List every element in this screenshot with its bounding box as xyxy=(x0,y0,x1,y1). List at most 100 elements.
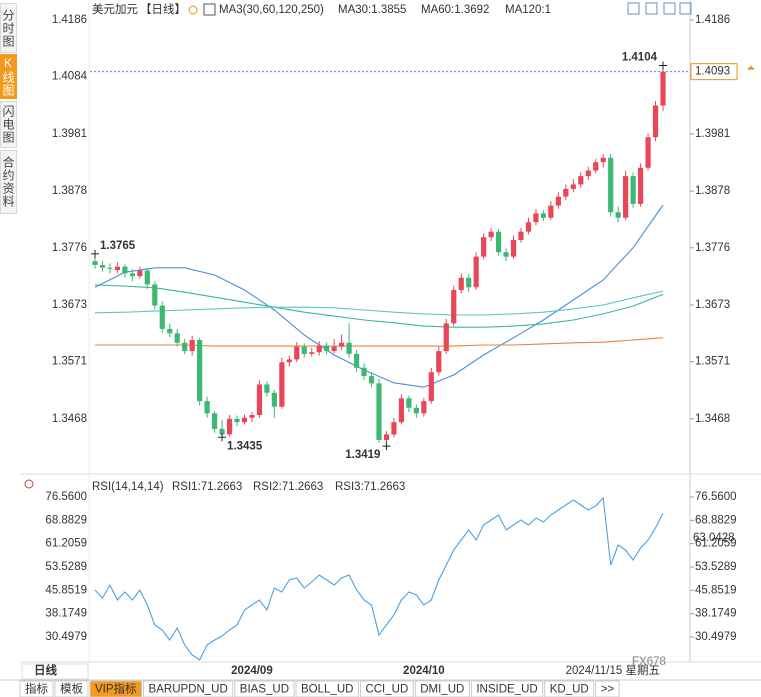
rsi-line xyxy=(94,496,664,661)
toolbar-icon xyxy=(679,2,692,15)
bottom-tab-label[interactable]: INSIDE_UD xyxy=(476,684,537,696)
toolbar-icon xyxy=(645,2,658,15)
candle-body xyxy=(122,266,128,274)
bottom-tab[interactable] xyxy=(234,680,295,697)
bottom-tab[interactable] xyxy=(54,680,89,697)
candle-body xyxy=(615,212,621,218)
candle-body xyxy=(495,231,502,253)
candle-body xyxy=(241,417,248,423)
candle-body xyxy=(331,346,337,352)
candle-body xyxy=(645,137,651,168)
candle-body xyxy=(226,418,233,435)
y-tick-label-right: 53.5289 xyxy=(695,561,737,573)
symbol-name: 美元加元 xyxy=(92,2,138,16)
candle-body xyxy=(563,188,569,197)
y-tick-label: 1.3673 xyxy=(52,299,87,311)
candle-body xyxy=(623,176,629,218)
candle-body xyxy=(234,418,240,423)
candle-body xyxy=(466,277,472,288)
candle-body xyxy=(249,415,255,418)
bottom-tab-label[interactable]: BOLL_UD xyxy=(301,684,353,696)
candle-body xyxy=(256,384,263,415)
bottom-tab[interactable] xyxy=(19,680,54,697)
candle-body xyxy=(630,176,636,204)
bottom-tab-label[interactable]: KD_UD xyxy=(550,684,589,696)
bottom-tab-label[interactable]: BARUPDN_UD xyxy=(149,684,228,696)
y-tick-label: 53.5289 xyxy=(45,561,87,573)
bottom-tab-label[interactable]: BIAS_UD xyxy=(240,684,289,696)
bottom-tab-label[interactable]: CCI_UD xyxy=(365,684,408,696)
candle-body xyxy=(413,407,419,414)
candle-body xyxy=(368,376,375,384)
candle-body xyxy=(458,277,464,290)
bottom-tab-label[interactable]: VIP指标 xyxy=(95,682,137,696)
candle-body xyxy=(211,413,218,429)
y-tick-label-right: 38.1749 xyxy=(695,608,737,620)
candle-body xyxy=(294,346,300,360)
candle-body xyxy=(451,290,457,324)
candle-body xyxy=(99,265,106,268)
candle-body xyxy=(443,323,449,352)
legend-entry: RSI1:71.2663 xyxy=(172,481,242,493)
candle-body xyxy=(555,196,561,206)
legend-entry: MA120:1 xyxy=(505,4,551,16)
candle-body xyxy=(339,342,345,347)
y-tick-label-right: 76.5600 xyxy=(695,491,737,503)
y-tick-label: 1.3981 xyxy=(52,128,87,140)
y-tick-label: 1.3776 xyxy=(52,242,87,254)
candle-body xyxy=(137,270,143,277)
bottom-tab[interactable] xyxy=(470,680,544,697)
y-tick-label: 1.3571 xyxy=(52,356,87,368)
toolbar-icon xyxy=(627,2,640,15)
sidebar-tab[interactable]: 闪电图 xyxy=(0,101,17,148)
candle-body xyxy=(107,267,113,269)
y-tick-label: 1.3468 xyxy=(52,413,87,425)
candle-body xyxy=(92,261,98,265)
bottom-tab[interactable] xyxy=(544,680,595,697)
bottom-tab[interactable] xyxy=(359,680,414,697)
candle-body xyxy=(525,222,532,232)
candle-body xyxy=(652,105,659,138)
candle-body xyxy=(264,384,270,393)
y-tick-label: 61.2059 xyxy=(45,538,87,550)
date-label: 2024/11/15 星期五 xyxy=(566,664,660,677)
bottom-tab[interactable] xyxy=(414,680,470,697)
extreme-marker xyxy=(91,249,99,258)
candle-body xyxy=(421,401,427,414)
bottom-tab[interactable] xyxy=(595,680,620,697)
candle-body xyxy=(129,273,135,277)
y-tick-label: 76.5600 xyxy=(45,491,87,503)
sidebar-tab[interactable]: 分时图 xyxy=(0,3,17,53)
watermark: FX678 xyxy=(632,656,666,668)
extreme-label: 1.3435 xyxy=(227,440,263,452)
candle-body xyxy=(309,352,315,354)
y-tick-label-right: 30.4979 xyxy=(695,631,737,643)
candle-body xyxy=(383,434,390,440)
bottom-tab-label[interactable]: >> xyxy=(601,684,615,696)
legend-entry: RSI3:71.2663 xyxy=(335,481,405,493)
candle-body xyxy=(488,231,494,238)
candle-body xyxy=(578,176,584,185)
candle-body xyxy=(189,340,195,352)
bottom-tab[interactable] xyxy=(143,680,234,697)
candle-body xyxy=(510,240,517,257)
sidebar-tab[interactable]: K线图 xyxy=(0,54,17,99)
candle-body xyxy=(570,184,576,189)
bottom-tab[interactable] xyxy=(295,680,359,697)
sidebar-tab[interactable]: 合约资料 xyxy=(0,150,17,214)
bottom-tab-label[interactable]: 指标 xyxy=(25,682,48,696)
bottom-tab[interactable] xyxy=(89,680,143,697)
y-tick-label-right: 61.2059 xyxy=(695,538,737,550)
x-tick-label: 2024/09 xyxy=(231,665,273,677)
bottom-tab-label[interactable]: DMI_UD xyxy=(420,684,464,696)
y-tick-label-right: 1.3878 xyxy=(695,185,730,197)
indicator-icon xyxy=(203,3,216,16)
candle-body xyxy=(271,392,277,407)
candle-body xyxy=(376,383,382,440)
y-tick-label-right: 45.8519 xyxy=(695,584,737,596)
candle-body xyxy=(361,367,367,377)
bottom-tab-label[interactable]: 模板 xyxy=(60,682,83,696)
candle-body xyxy=(197,340,203,402)
candle-body xyxy=(316,345,322,353)
candle-body xyxy=(279,362,285,407)
